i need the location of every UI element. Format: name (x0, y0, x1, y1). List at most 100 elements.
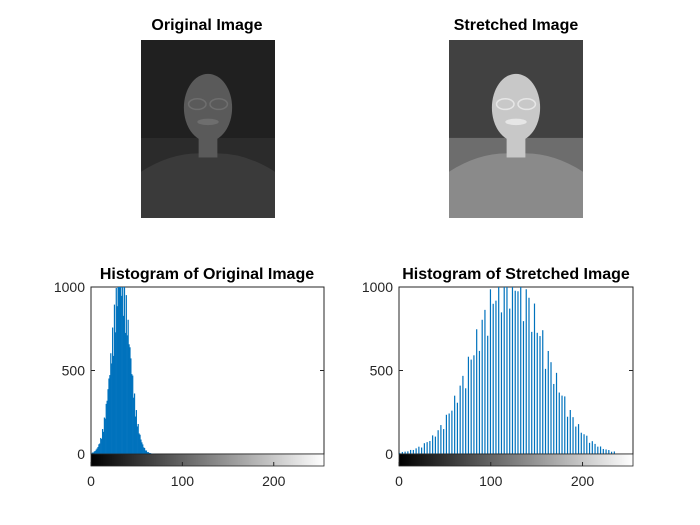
histogram-bar (558, 392, 560, 454)
histogram-bar (138, 433, 140, 454)
image-glasses-left (495, 97, 515, 111)
histogram-bar (506, 287, 508, 454)
histogram-bar (580, 432, 582, 454)
histogram-bar (440, 425, 442, 454)
x-tick-label: 200 (571, 473, 595, 489)
histogram-bar (122, 287, 124, 454)
stretched-image (449, 40, 583, 218)
histogram-bar (597, 446, 599, 454)
y-tick-label: 500 (62, 363, 86, 379)
histogram-bar (141, 442, 143, 454)
histogram-bar (415, 448, 417, 454)
histogram-bar (492, 303, 494, 454)
histogram-bar (533, 303, 536, 454)
histogram-bar (572, 417, 574, 454)
histogram-bar (569, 409, 571, 454)
x-tick-label: 0 (87, 473, 95, 489)
histogram-bar (465, 388, 467, 454)
histogram-bar (145, 450, 148, 454)
histogram-bar (97, 447, 99, 454)
histogram-bar (137, 423, 139, 454)
histogram-bar (553, 383, 555, 454)
histogram-bar (126, 335, 128, 454)
histogram-bar (443, 429, 445, 454)
histogram-bar (125, 295, 127, 454)
histogram-bar (509, 308, 511, 454)
histogram-bar (129, 347, 131, 454)
histogram-bar (131, 374, 133, 454)
stretched-image-title: Stretched Image (454, 17, 579, 34)
histogram-bar (418, 446, 420, 454)
histogram-bar (140, 439, 142, 454)
histogram-bar (98, 444, 100, 454)
histogram-bar (96, 448, 98, 454)
histogram-bar (404, 451, 406, 454)
histogram-bar (136, 426, 138, 454)
histogram-bar (112, 355, 115, 454)
histogram-bar (445, 414, 447, 454)
histogram-bar (101, 429, 104, 454)
histogram-bar (613, 451, 615, 454)
histogram-bar (119, 287, 121, 454)
histogram-bar (132, 375, 134, 454)
histogram-original-panel: Histogram of Original Image 0 500 1000 0 100… (54, 266, 325, 489)
histogram-bar (586, 435, 588, 454)
histogram-bar (583, 434, 585, 454)
histogram-bar (410, 449, 412, 454)
histogram-bar (124, 332, 127, 454)
y-tick-label: 1000 (54, 279, 85, 295)
stretched-image-panel: Stretched Image (449, 17, 583, 218)
histogram-bar (498, 287, 500, 454)
histogram-bar (478, 350, 481, 454)
histogram-bar (109, 375, 111, 454)
histogram-bar (135, 410, 137, 454)
image-shirt (141, 153, 275, 218)
histogram-bar (503, 287, 505, 454)
axes-box (398, 286, 634, 455)
image-face (183, 73, 233, 142)
histogram-bar (437, 430, 439, 454)
histogram-bar (115, 288, 117, 454)
histogram-bar (399, 452, 401, 454)
histogram-bar (421, 447, 423, 454)
histogram-bar (520, 287, 522, 454)
histogram-bar (608, 450, 610, 454)
histogram-bar (459, 385, 461, 454)
histogram-bar (575, 426, 577, 454)
x-tick-label: 100 (479, 473, 503, 489)
histogram-bar (127, 319, 129, 454)
histogram-bar (434, 436, 436, 454)
histogram-bars (399, 287, 615, 454)
histogram-bars (91, 287, 161, 454)
histogram-bar (566, 416, 569, 454)
histogram-bar (473, 355, 475, 454)
histogram-bar (102, 431, 105, 454)
histogram-bar (511, 287, 514, 454)
histogram-bar (143, 448, 146, 454)
histogram-bar (484, 309, 486, 454)
histogram-bar (542, 330, 544, 454)
histogram-bar (456, 402, 459, 454)
histogram-bar (107, 389, 109, 454)
colorbar (398, 453, 634, 467)
histogram-bar (111, 363, 113, 454)
image-glasses-right (517, 97, 537, 111)
x-tick-label: 200 (262, 473, 286, 489)
histogram-bar (147, 452, 149, 454)
histogram-bar (146, 452, 148, 454)
histogram-bar (599, 446, 602, 454)
histogram-bar (429, 440, 431, 454)
histogram-bar (134, 416, 137, 454)
histogram-bar (91, 452, 94, 454)
histogram-bar (113, 304, 116, 454)
histogram-bar (577, 424, 580, 454)
histogram-bar (148, 452, 150, 454)
histogram-bar (110, 353, 112, 454)
histogram-bar (539, 336, 541, 454)
histogram-bar (123, 287, 126, 454)
histogram-bar (128, 344, 130, 454)
histogram-bar (594, 443, 596, 454)
histogram-bar (547, 350, 549, 454)
histogram-bar (95, 449, 97, 454)
